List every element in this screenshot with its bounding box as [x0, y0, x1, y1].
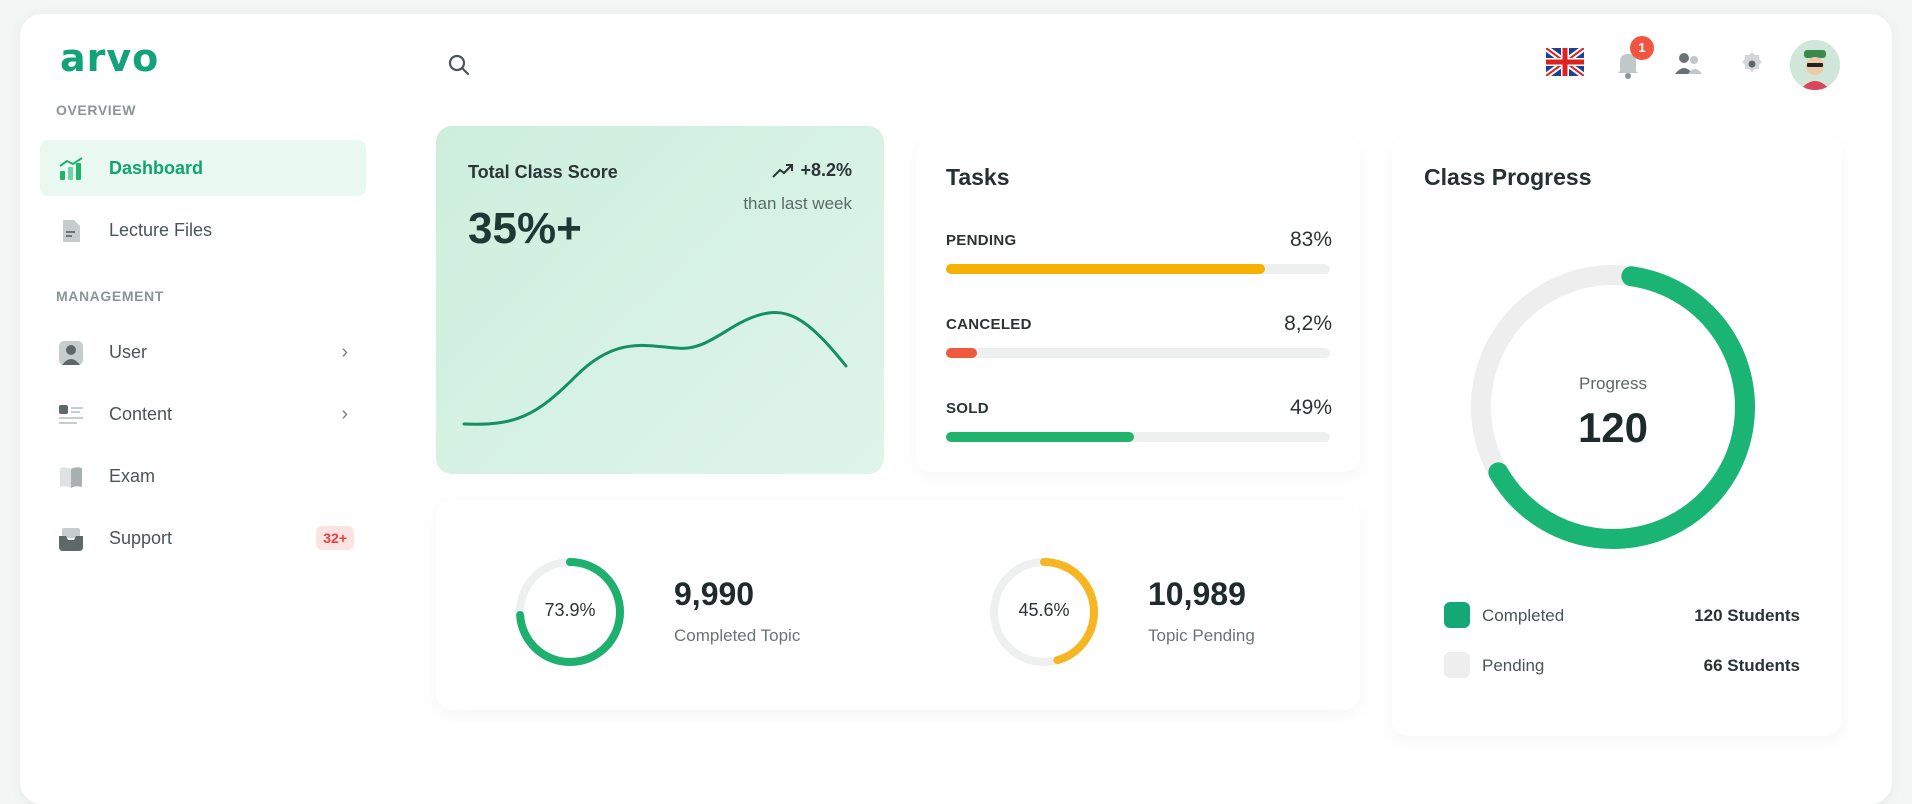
task-row-canceled: CANCELED 8,2%: [946, 312, 1346, 358]
section-management-label: MANAGEMENT: [56, 288, 164, 304]
topic-pending-label: Topic Pending: [1148, 626, 1255, 645]
sidebar-item-user[interactable]: User ›: [40, 324, 366, 380]
topic-pending-value: 10,989: [1148, 576, 1246, 612]
sidebar-item-label: Support: [109, 527, 173, 548]
class-progress-card: Class Progress Progress 120 Completed 12…: [1392, 136, 1842, 736]
topic-stats-card: 73.9% 9,990 Completed Topic 45.6% 10,989…: [436, 500, 1360, 710]
chevron-right-icon: ›: [341, 340, 348, 363]
file-icon: [63, 220, 80, 242]
sidebar-item-label: User: [109, 341, 148, 362]
tasks-card: Tasks PENDING 83% CANCELED 8,2% SOLD 49%: [916, 136, 1360, 472]
legend-completed: Completed 120 Students: [1444, 602, 1800, 630]
class-progress-donut: [1471, 265, 1755, 549]
score-trend-caption: than last week: [743, 194, 852, 213]
legend-value: 120 Students: [1694, 606, 1800, 625]
task-progress-track: [946, 348, 1330, 358]
task-label: CANCELED: [946, 316, 1032, 333]
score-card-title: Total Class Score: [468, 162, 618, 182]
sidebar-item-label: Dashboard: [109, 157, 204, 178]
task-progress-track: [946, 432, 1330, 442]
task-progress-fill: [946, 432, 1135, 442]
tasks-title: Tasks: [946, 164, 1010, 190]
topic-pending-percent: 45.6%: [1018, 600, 1070, 620]
legend-label: Completed: [1482, 606, 1565, 625]
sidebar-item-support[interactable]: Support 32+: [40, 510, 366, 566]
ring-arc: [516, 558, 624, 666]
content-icon: [59, 405, 83, 424]
completed-topic-value: 9,990: [674, 576, 755, 612]
inbox-icon: [59, 528, 83, 551]
avatar[interactable]: [1790, 40, 1840, 90]
chevron-right-icon: ›: [341, 402, 348, 425]
uk-flag-icon[interactable]: [1546, 48, 1584, 76]
task-value: 83%: [1289, 228, 1332, 251]
completed-topic-percent: 73.9%: [544, 600, 596, 620]
user-icon: [59, 341, 83, 365]
task-label: PENDING: [946, 232, 1017, 249]
app-logo[interactable]: arvo: [60, 36, 160, 80]
completed-topic-ring: [516, 558, 624, 666]
donut-center-value: 120: [1577, 404, 1649, 451]
user-avatar-icon: [1790, 40, 1840, 90]
task-value: 49%: [1289, 396, 1332, 419]
task-value: 8,2%: [1284, 312, 1332, 335]
book-icon: [60, 467, 82, 488]
legend-label: Pending: [1482, 656, 1545, 675]
score-value: 35%+: [468, 204, 582, 253]
total-class-score-card: Total Class Score 35%+ +8.2% than last w…: [436, 126, 884, 474]
topic-pending-ring: [990, 558, 1098, 666]
search-icon[interactable]: [446, 52, 472, 78]
sidebar-item-lecture-files[interactable]: Lecture Files: [40, 202, 366, 258]
legend-swatch: [1444, 602, 1470, 628]
sidebar-item-dashboard[interactable]: Dashboard: [40, 140, 366, 196]
support-count-badge: 32+: [316, 526, 354, 550]
notification-badge: 1: [1630, 36, 1654, 60]
donut-center-label: Progress: [1578, 374, 1648, 393]
sidebar-item-label: Content: [109, 403, 173, 424]
completed-topic-label: Completed Topic: [674, 626, 801, 645]
legend-value: 66 Students: [1703, 656, 1800, 675]
chart-icon: [59, 157, 83, 180]
sidebar-item-label: Lecture Files: [109, 219, 213, 240]
ring-arc: [990, 558, 1098, 666]
task-label: SOLD: [946, 400, 989, 417]
score-trend: +8.2%: [772, 160, 852, 181]
sidebar-item-exam[interactable]: Exam: [40, 448, 366, 504]
score-trend-value: +8.2%: [800, 160, 852, 180]
donut-completed-arc: [1471, 265, 1755, 549]
legend-pending: Pending 66 Students: [1444, 652, 1800, 680]
sidebar-item-content[interactable]: Content ›: [40, 386, 366, 442]
contacts-icon[interactable]: [1668, 44, 1708, 84]
bell-icon[interactable]: [1608, 44, 1648, 84]
progress-title: Class Progress: [1424, 164, 1592, 190]
task-progress-fill: [946, 348, 978, 358]
settings-gear-icon[interactable]: [1732, 44, 1772, 84]
task-row-pending: PENDING 83%: [946, 228, 1346, 274]
section-overview-label: OVERVIEW: [56, 102, 137, 118]
sidebar-item-label: Exam: [109, 465, 156, 486]
legend-swatch: [1444, 652, 1470, 678]
trend-up-icon: [772, 163, 794, 178]
task-row-sold: SOLD 49%: [946, 396, 1346, 442]
task-progress-track: [946, 264, 1330, 274]
score-sparkline: [462, 311, 848, 426]
task-progress-fill: [946, 264, 1265, 274]
